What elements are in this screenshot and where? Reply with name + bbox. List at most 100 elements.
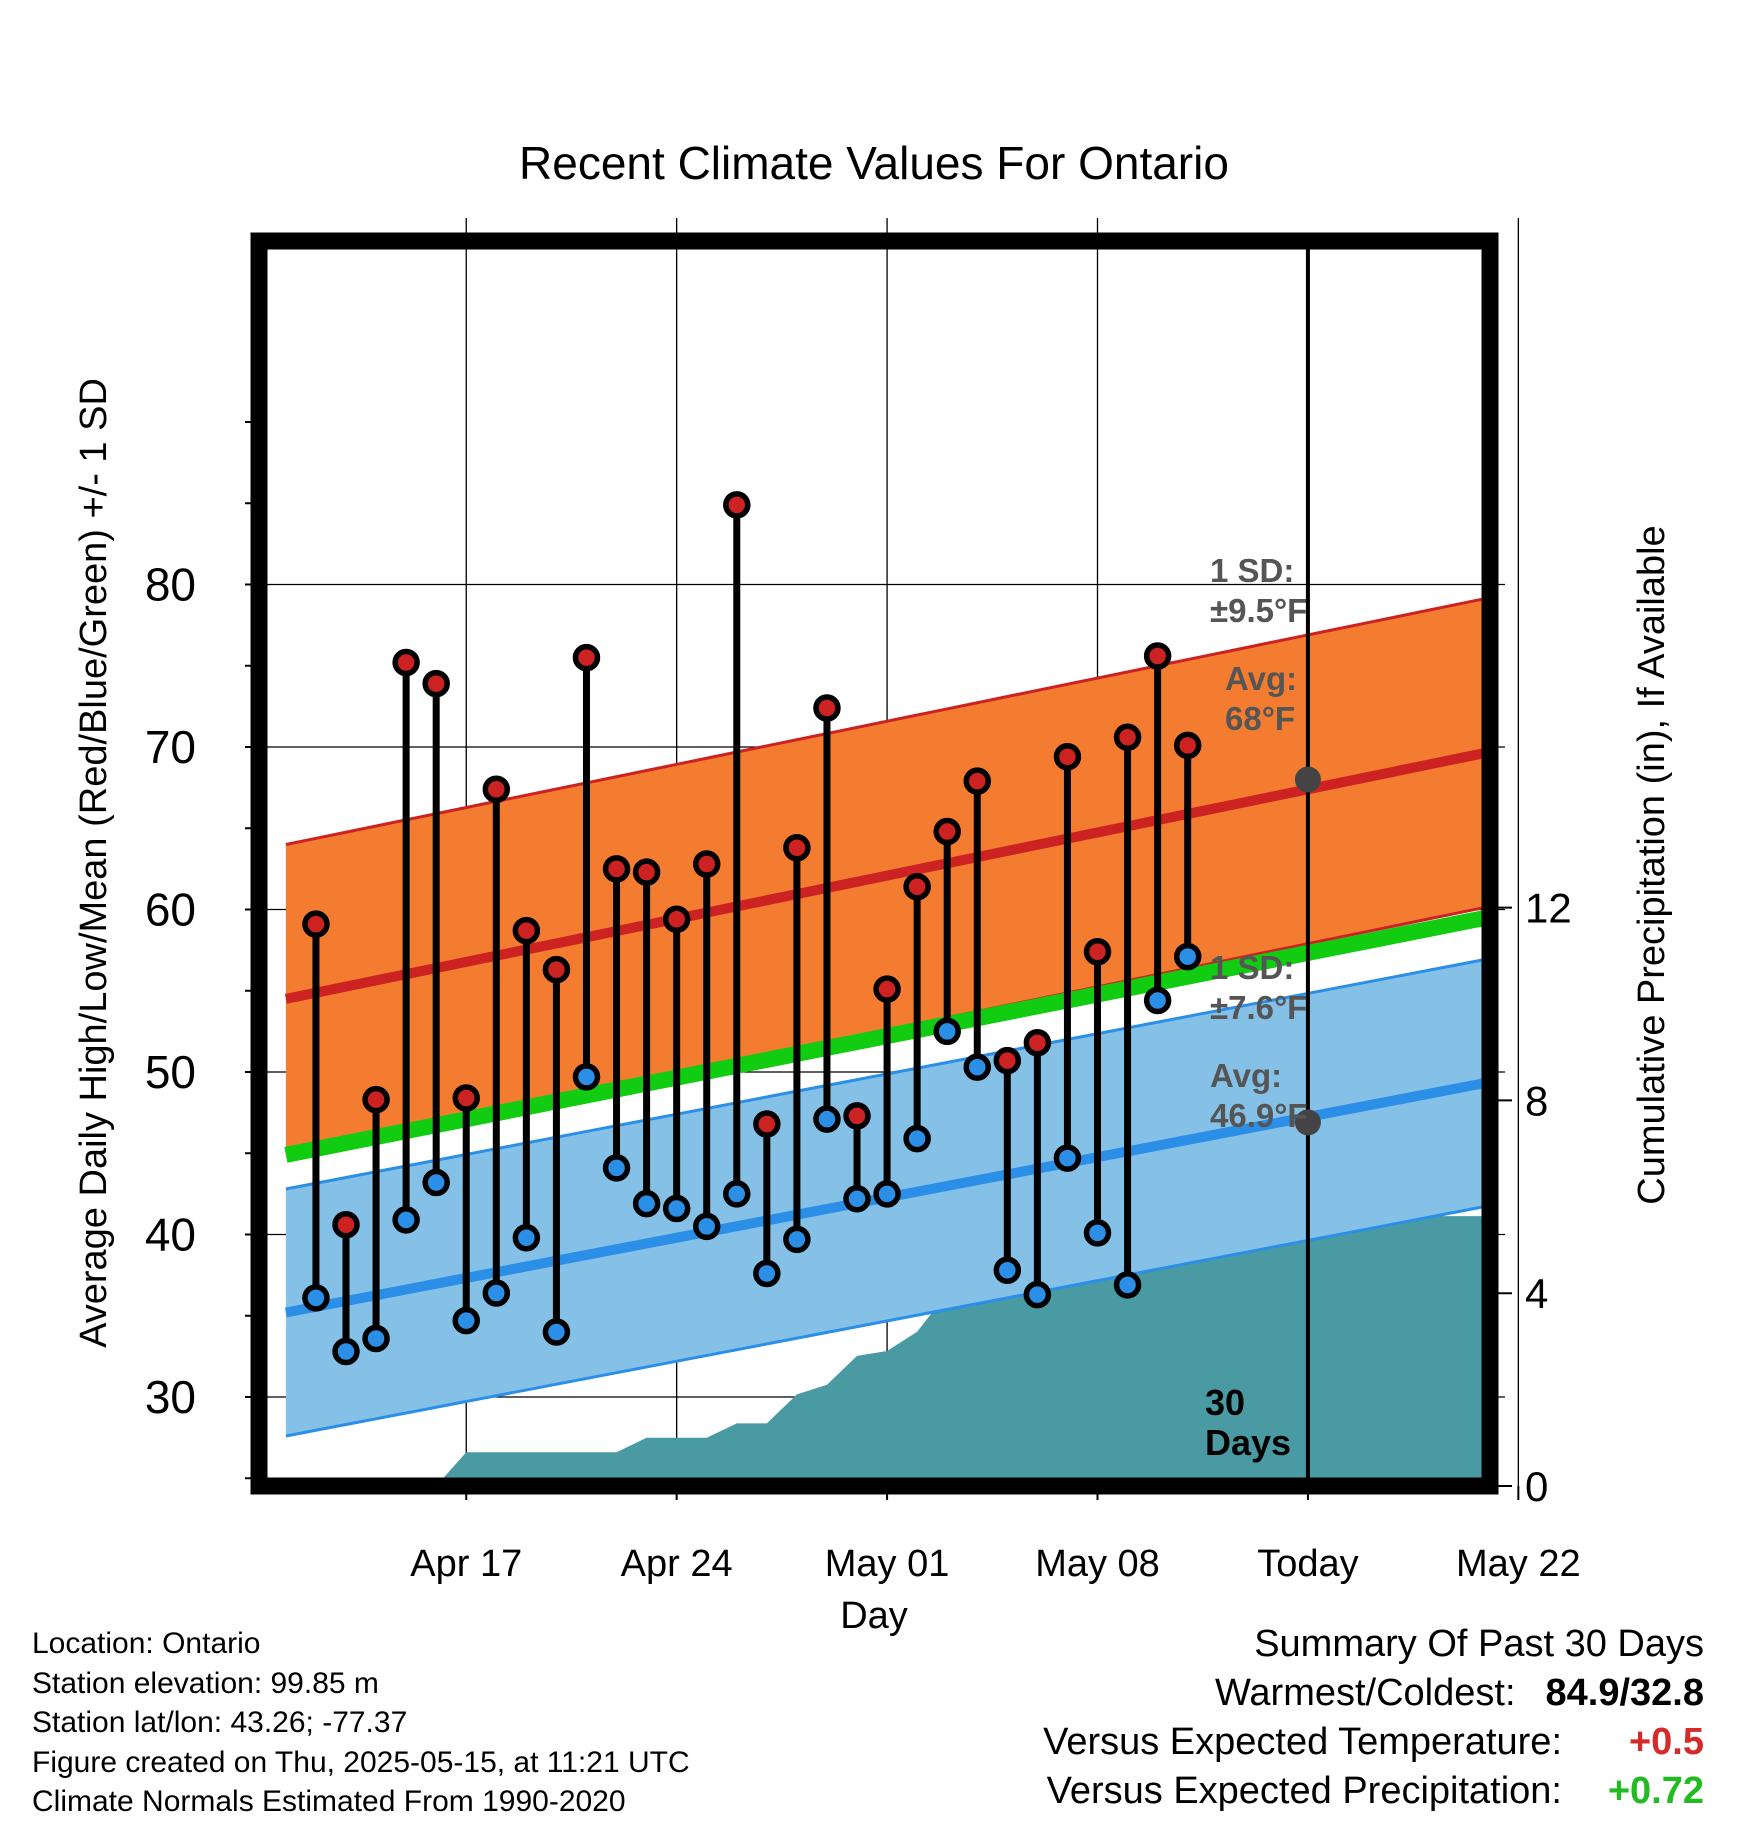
temp-label: Versus Expected Temperature: (1043, 1721, 1562, 1763)
warmest-coldest-label: Warmest/Coldest: (1214, 1672, 1516, 1714)
high-point (422, 669, 450, 698)
created-text: Figure created on Thu, 2025-05-15, at 11… (32, 1745, 690, 1779)
plot-frame (250, 232, 1499, 1495)
high-point (933, 817, 961, 846)
low-point (993, 1256, 1022, 1284)
low-point (1113, 1271, 1142, 1299)
x-tick-label: Apr 17 (410, 1543, 522, 1585)
low-point (602, 1154, 631, 1182)
x-tick-label: May 01 (825, 1543, 950, 1585)
high-point (993, 1046, 1022, 1075)
high-sd-label: 1 SD: (1210, 552, 1294, 589)
high-point (512, 916, 541, 945)
low-point (392, 1206, 420, 1234)
today-high-avg-dot (1294, 766, 1321, 793)
low-sd-label: 1 SD: (1210, 949, 1294, 986)
chart-title: Recent Climate Values For Ontario (519, 137, 1229, 189)
y-tick-label-right: 8 (1525, 1077, 1548, 1124)
high-avg-value: 68°F (1225, 700, 1295, 737)
low-point (753, 1259, 781, 1288)
high-point (572, 643, 601, 672)
low-point (572, 1063, 601, 1091)
low-point (482, 1279, 511, 1307)
y-tick-label-right: 0 (1525, 1463, 1548, 1510)
low-point (843, 1185, 871, 1213)
low-point (662, 1194, 691, 1223)
axes: 30 40 50 60 70 80 0 4 8 12 Apr 17 Apr 24 May 01 May 0… (145, 421, 1581, 1585)
x-axis-label: Day (840, 1595, 908, 1637)
high-point (1143, 642, 1172, 670)
normals-text: Climate Normals Estimated From 1990-2020 (32, 1785, 626, 1818)
low-point (903, 1124, 931, 1153)
y-tick-label-right: 12 (1525, 885, 1572, 932)
low-point (422, 1168, 450, 1197)
high-point (963, 767, 992, 795)
summary-title: Summary Of Past 30 Days (1254, 1623, 1704, 1665)
high-point (903, 873, 931, 901)
today-low-avg-dot (1294, 1109, 1321, 1136)
precip-row: Versus Expected Precipitation: +0.72 (1043, 1767, 1704, 1816)
annotations: 1 SD: ±9.5°F Avg: 68°F 1 SD: ±7.6°F Avg:… (1205, 552, 1308, 1463)
low-point (1143, 986, 1172, 1015)
warmest-coldest-row: Warmest/Coldest: 84.9/32.8 (1043, 1669, 1704, 1718)
y-axis-label-right: Cumulative Precipitation (in), If Availa… (1631, 525, 1673, 1204)
low-point (783, 1225, 811, 1254)
daily-bars (302, 491, 1202, 1366)
high-point (1023, 1029, 1052, 1057)
today-layer (1294, 247, 1321, 1480)
low-point (963, 1053, 992, 1081)
location-text: Location: Ontario (32, 1627, 261, 1660)
high-point (482, 775, 511, 803)
elevation-text: Station elevation: 99.85 m (32, 1666, 379, 1700)
high-point (873, 975, 901, 1003)
normal-high-line (284, 748, 1482, 1004)
high-point (1083, 938, 1112, 966)
low-band-lower-edge (285, 1205, 1482, 1438)
high-point (1113, 723, 1142, 751)
high-point (783, 834, 811, 862)
high-point (602, 855, 631, 883)
low-point (1173, 942, 1202, 971)
y-tick-label-left: 30 (145, 1371, 196, 1423)
low-point (692, 1212, 721, 1241)
precip-layer (441, 1216, 1482, 1480)
y-tick-label-left: 60 (145, 884, 196, 936)
low-point (452, 1306, 480, 1335)
low-point (1023, 1280, 1052, 1309)
x-tick-label: Today (1257, 1543, 1358, 1585)
high-point (753, 1110, 781, 1138)
y-tick-label-left: 80 (145, 559, 196, 611)
precip-label: Versus Expected Precipitation: (1046, 1770, 1562, 1812)
low-point (873, 1180, 901, 1208)
low-point (1053, 1144, 1082, 1172)
high-point (813, 694, 841, 722)
low-avg-value: 46.9°F (1210, 1097, 1308, 1134)
warmest-coldest-value: 84.9/32.8 (1545, 1672, 1704, 1714)
low-point (362, 1324, 390, 1353)
high-point (843, 1102, 871, 1130)
x-tick-label: Apr 24 (621, 1543, 733, 1585)
precip-value: +0.72 (1607, 1770, 1704, 1812)
high-point (452, 1084, 480, 1112)
y-tick-label-left: 70 (145, 721, 196, 773)
high-point (392, 648, 420, 677)
high-point (542, 955, 571, 984)
low-point (813, 1105, 841, 1133)
temp-row: Versus Expected Temperature: +0.5 (1043, 1718, 1704, 1767)
x-tick-label: May 22 (1456, 1543, 1581, 1585)
high-point (1173, 731, 1202, 760)
low-point (512, 1224, 541, 1252)
normal-low-line (284, 1078, 1482, 1318)
y-tick-label-right: 4 (1525, 1270, 1548, 1317)
high-point (332, 1211, 360, 1239)
latlon-text: Station lat/lon: 43.26; -77.37 (32, 1706, 408, 1739)
low-band-upper-edge (285, 958, 1482, 1191)
high-point (1053, 743, 1082, 771)
temp-value: +0.5 (1628, 1721, 1704, 1763)
high-sd-value: ±9.5°F (1210, 592, 1307, 629)
low-point (332, 1337, 360, 1366)
high-point (662, 905, 691, 933)
y-tick-label-left: 50 (145, 1046, 196, 1098)
y-axis-label-left: Average Daily High/Low/Mean (Red/Blue/Gr… (73, 378, 115, 1348)
high-point (632, 858, 661, 886)
